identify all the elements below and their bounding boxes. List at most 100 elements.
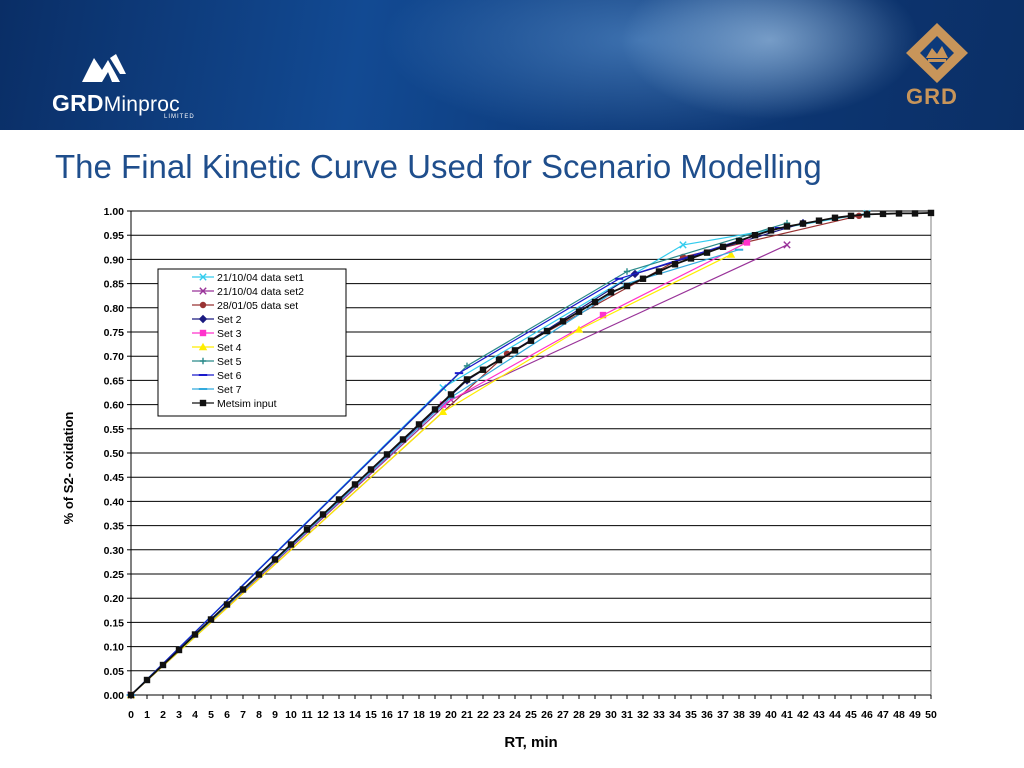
- logo-limited-text: LIMITED: [164, 114, 195, 120]
- data-point: [623, 282, 631, 290]
- x-tick-label: 30: [605, 709, 617, 721]
- data-point: [495, 356, 503, 364]
- data-point: [599, 311, 607, 319]
- grdminproc-logo: GRDMinproc LIMITED: [50, 52, 220, 122]
- legend-swatch-marker: [198, 342, 208, 351]
- y-tick-label: 0.05: [104, 666, 125, 678]
- data-point: [399, 436, 407, 443]
- grd-logo: GRD: [904, 22, 970, 112]
- data-point: [671, 261, 679, 268]
- grd-diamond-icon: [906, 23, 968, 83]
- data-point: [863, 211, 871, 218]
- legend-label: Metsim input: [217, 398, 277, 410]
- legend-label: Set 6: [217, 370, 242, 382]
- x-tick-label: 6: [224, 709, 230, 721]
- x-tick-label: 26: [541, 709, 553, 721]
- chart-legend: 21/10/04 data set1 21/10/04 data set2 28/0…: [157, 268, 347, 417]
- x-tick-label: 41: [781, 709, 793, 721]
- data-point: [911, 210, 919, 217]
- y-tick-label: 0.60: [104, 400, 125, 412]
- data-point: [511, 347, 519, 354]
- x-tick-label: 1: [144, 709, 150, 721]
- x-tick-label: 37: [717, 709, 729, 721]
- y-tick-label: 0.30: [104, 545, 125, 557]
- x-tick-label: 19: [429, 709, 441, 721]
- data-point: [191, 631, 199, 638]
- data-point: [463, 376, 471, 383]
- data-point: [719, 243, 727, 251]
- data-point: [726, 250, 736, 258]
- kinetic-curve-chart: 0.00 0.05 0.10 0.15 0.20 0.25 0.30 0.35 0.40 0.45…: [61, 206, 937, 751]
- data-point: [574, 325, 584, 333]
- x-tick-label: 12: [317, 709, 329, 721]
- data-point: [319, 511, 327, 518]
- series-metsim-input: [127, 209, 935, 699]
- y-tick-label: 0.50: [104, 448, 125, 460]
- x-tick-label: 49: [909, 709, 921, 721]
- data-point: [799, 220, 807, 227]
- data-point: [127, 691, 135, 699]
- data-point: [447, 391, 455, 398]
- legend-label: Set 2: [217, 314, 242, 326]
- data-point: [815, 217, 823, 224]
- legend-swatch-marker: [199, 301, 207, 309]
- x-tick-label: 28: [573, 709, 585, 721]
- x-tick-label: 24: [509, 709, 521, 721]
- x-tick-label: 0: [128, 709, 134, 721]
- x-tick-label: 27: [557, 709, 569, 721]
- series-line: [130, 254, 732, 696]
- x-tick-label: 25: [525, 709, 537, 721]
- data-point: [703, 249, 711, 256]
- data-point: [639, 275, 647, 282]
- legend-swatch-marker: [199, 357, 207, 365]
- x-tick-label: 22: [477, 709, 489, 721]
- y-tick-label: 0.00: [104, 690, 125, 702]
- data-point: [767, 227, 775, 234]
- x-tick-label: 14: [349, 709, 361, 721]
- data-point: [303, 526, 311, 533]
- y-tick-label: 0.80: [104, 303, 125, 315]
- grd-wordmark: GRD: [906, 84, 958, 109]
- data-point: [159, 661, 167, 669]
- data-point: [223, 601, 231, 608]
- y-tick-label: 0.55: [104, 424, 125, 436]
- data-point: [527, 337, 535, 344]
- data-point: [751, 232, 759, 239]
- x-tick-label: 40: [765, 709, 777, 721]
- x-tick-label: 3: [176, 709, 182, 721]
- legend-swatch-marker: [199, 287, 207, 295]
- x-tick-label: 39: [749, 709, 761, 721]
- y-tick-label: 0.40: [104, 496, 125, 508]
- data-point: [255, 571, 263, 578]
- x-tick-label: 5: [208, 709, 214, 721]
- data-point: [623, 268, 631, 275]
- data-point: [735, 237, 743, 245]
- data-point: [655, 268, 663, 275]
- data-point: [591, 298, 599, 306]
- data-point: [743, 239, 751, 246]
- data-point: [895, 210, 903, 217]
- legend-label: 21/10/04 data set1: [217, 272, 304, 284]
- legend-swatch-marker: [199, 273, 207, 281]
- data-point: [351, 481, 359, 488]
- x-tick-label: 35: [685, 709, 697, 721]
- legend-label: Set 4: [217, 342, 242, 354]
- y-tick-label: 0.85: [104, 279, 125, 291]
- legend-label: Set 3: [217, 328, 242, 340]
- x-tick-label: 8: [256, 709, 262, 721]
- x-tick-label: 23: [493, 709, 505, 721]
- x-tick-label: 4: [192, 709, 198, 721]
- x-axis-title: RT, min: [504, 734, 557, 751]
- data-point: [438, 407, 448, 416]
- y-tick-label: 0.95: [104, 230, 125, 242]
- data-point: [239, 586, 247, 593]
- data-point: [431, 406, 439, 413]
- data-point: [335, 496, 343, 503]
- x-tick-label: 47: [877, 709, 889, 721]
- data-point: [383, 451, 391, 458]
- y-tick-label: 0.10: [104, 642, 125, 654]
- y-tick-label: 0.65: [104, 375, 125, 387]
- data-point: [271, 556, 279, 563]
- data-point: [143, 676, 151, 684]
- x-tick-label: 31: [621, 709, 633, 721]
